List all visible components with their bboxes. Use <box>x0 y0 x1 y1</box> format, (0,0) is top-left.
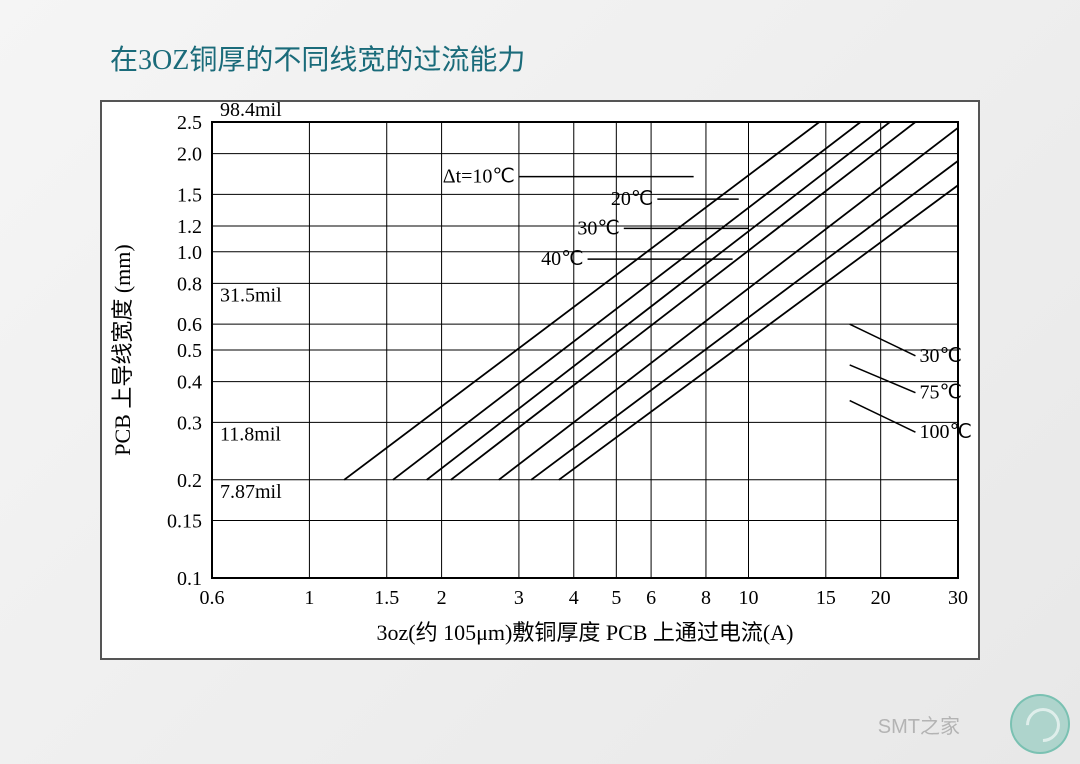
svg-text:0.2: 0.2 <box>177 470 202 492</box>
svg-text:3: 3 <box>514 587 524 609</box>
svg-text:2: 2 <box>437 587 447 609</box>
svg-text:0.4: 0.4 <box>177 372 202 394</box>
svg-text:20: 20 <box>871 587 891 609</box>
svg-text:30℃: 30℃ <box>577 217 619 239</box>
svg-text:0.6: 0.6 <box>200 587 225 609</box>
svg-text:PCB 上导线宽度 (mm): PCB 上导线宽度 (mm) <box>110 244 135 455</box>
svg-text:0.6: 0.6 <box>177 314 202 336</box>
svg-text:0.15: 0.15 <box>167 511 202 533</box>
svg-text:11.8mil: 11.8mil <box>220 423 281 445</box>
svg-text:Δt=10℃: Δt=10℃ <box>443 166 515 188</box>
pcb-current-chart: 0.6 1 1.5 2 3 4 5 6 8 10 15 20 30 0.1 0.15 0.2 0.3 0.4 0.5… <box>102 102 978 658</box>
svg-text:1.5: 1.5 <box>374 587 399 609</box>
svg-text:4: 4 <box>569 587 579 609</box>
svg-text:0.3: 0.3 <box>177 412 202 434</box>
svg-text:8: 8 <box>701 587 711 609</box>
svg-text:15: 15 <box>816 587 836 609</box>
svg-text:2.0: 2.0 <box>177 144 202 166</box>
svg-text:0.5: 0.5 <box>177 340 202 362</box>
svg-text:20℃: 20℃ <box>611 188 653 210</box>
svg-text:1.0: 1.0 <box>177 242 202 264</box>
watermark-text: SMT之家 <box>878 710 960 739</box>
svg-text:98.4mil: 98.4mil <box>220 102 282 121</box>
svg-text:2.5: 2.5 <box>177 112 202 134</box>
svg-text:0.8: 0.8 <box>177 273 202 295</box>
svg-text:3oz(约 105μm)敷铜厚度 PCB 上通过电流(A): 3oz(约 105μm)敷铜厚度 PCB 上通过电流(A) <box>377 620 794 645</box>
svg-text:40℃: 40℃ <box>541 248 583 270</box>
svg-text:1.5: 1.5 <box>177 184 202 206</box>
svg-text:5: 5 <box>611 587 621 609</box>
page-title: 在3OZ铜厚的不同线宽的过流能力 <box>110 38 525 78</box>
svg-text:7.87mil: 7.87mil <box>220 481 282 503</box>
svg-text:0.1: 0.1 <box>177 568 202 590</box>
brand-logo-icon <box>1010 694 1070 754</box>
svg-text:10: 10 <box>739 587 759 609</box>
svg-text:6: 6 <box>646 587 656 609</box>
svg-text:1.2: 1.2 <box>177 216 202 238</box>
svg-text:75℃: 75℃ <box>919 382 961 404</box>
svg-text:30℃: 30℃ <box>919 345 961 367</box>
svg-text:100℃: 100℃ <box>919 421 971 443</box>
svg-text:30: 30 <box>948 587 968 609</box>
svg-text:1: 1 <box>304 587 314 609</box>
chart-frame: 0.6 1 1.5 2 3 4 5 6 8 10 15 20 30 0.1 0.15 0.2 0.3 0.4 0.5… <box>100 100 980 660</box>
svg-text:31.5mil: 31.5mil <box>220 284 282 306</box>
